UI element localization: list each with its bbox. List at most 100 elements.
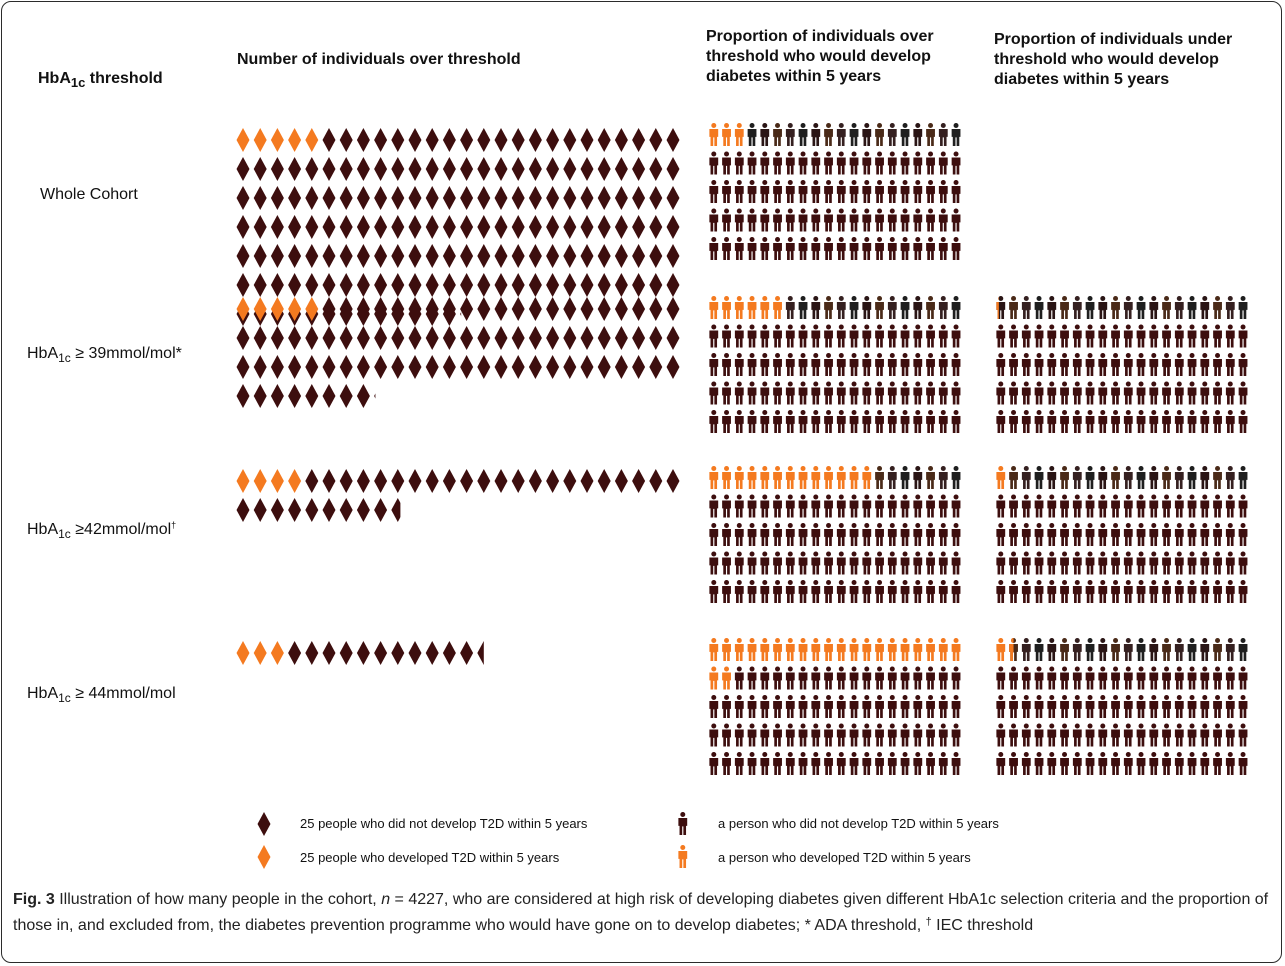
under-person-not-developed-icon: [1136, 523, 1146, 546]
under-person-not-developed-icon: [1047, 324, 1057, 348]
over-person-not-developed-icon: [811, 381, 821, 405]
over-person-not-developed-icon: [875, 551, 884, 575]
over-person-not-developed-icon: [709, 551, 719, 575]
over-person-developed-icon: [747, 466, 757, 489]
under-person-not-developed-icon: [1009, 410, 1018, 433]
over-person-not-developed-icon: [887, 466, 897, 489]
diamond-not-developed-icon: [614, 186, 628, 210]
over-person-not-developed-icon: [709, 353, 719, 376]
under-person-not-developed-icon: [1238, 638, 1248, 661]
diamond-not-developed-icon: [322, 469, 336, 493]
under-person-not-developed-icon: [1213, 410, 1222, 433]
diamond-not-developed-icon: [597, 128, 611, 152]
under-person-not-developed-icon: [1021, 638, 1031, 661]
diamond-not-developed-icon: [356, 297, 370, 321]
under-person-not-developed-icon: [1085, 551, 1095, 575]
over-person-not-developed-icon: [773, 580, 782, 603]
under-person-not-developed-icon: [1047, 353, 1057, 376]
diamond-not-developed-icon: [511, 326, 525, 350]
over-person-not-developed-icon: [722, 237, 731, 260]
over-person-not-developed-icon: [875, 353, 884, 376]
over-person-not-developed-icon: [798, 296, 808, 319]
under-person-not-developed-icon: [1162, 723, 1171, 747]
diamond-not-developed-icon: [649, 273, 663, 297]
over-person-not-developed-icon: [824, 296, 833, 319]
over-person-not-developed-icon: [760, 752, 770, 775]
caption-text-1: Illustration of how many people in the c…: [54, 891, 382, 908]
diamond-not-developed-icon: [236, 384, 250, 408]
over-person-not-developed-icon: [938, 381, 948, 405]
over-person-not-developed-icon: [862, 381, 872, 405]
under-person-not-developed-icon: [1200, 752, 1210, 775]
over-person-not-developed-icon: [913, 695, 923, 718]
over-person-developed-icon: [785, 638, 795, 661]
over-person-not-developed-icon: [951, 523, 961, 546]
under-person-not-developed-icon: [1098, 638, 1108, 661]
over-person-not-developed-icon: [951, 410, 961, 433]
over-person-not-developed-icon: [938, 296, 948, 319]
under-person-not-developed-icon: [1111, 695, 1120, 718]
over-person-not-developed-icon: [849, 381, 859, 405]
under-person-not-developed-icon: [1200, 353, 1210, 376]
under-person-not-developed-icon: [1174, 410, 1184, 433]
over-person-not-developed-icon: [951, 237, 961, 260]
diamond-not-developed-icon: [442, 469, 456, 493]
over-person-not-developed-icon: [951, 752, 961, 775]
diamond-not-developed-icon: [391, 215, 405, 239]
under-person-not-developed-icon: [1060, 723, 1069, 747]
diamond-not-developed-icon: [442, 186, 456, 210]
over-person-not-developed-icon: [938, 695, 948, 718]
diamond-not-developed-icon: [477, 355, 491, 379]
under-person-not-developed-icon: [1200, 695, 1210, 718]
diamond-not-developed-icon: [563, 469, 577, 493]
under-person-not-developed-icon: [1047, 410, 1057, 433]
over-person-not-developed-icon: [798, 666, 808, 690]
under-person-not-developed-icon: [1162, 523, 1171, 546]
under-person-not-developed-icon: [1225, 353, 1235, 376]
over-person-not-developed-icon: [785, 410, 795, 433]
under-person-not-developed-icon: [1200, 723, 1210, 747]
over-person-not-developed-icon: [938, 494, 948, 518]
diamond-not-developed-icon: [322, 498, 336, 522]
under-person-not-developed-icon: [1149, 695, 1159, 718]
under-person-not-developed-icon: [1174, 666, 1184, 690]
over-person-not-developed-icon: [773, 324, 782, 348]
row-label-rest: ≥ 39mmol/mol*: [70, 345, 182, 362]
under-person-not-developed-icon: [1162, 638, 1171, 661]
diamond-not-developed-icon: [580, 469, 594, 493]
diamond-not-developed-icon: [339, 355, 353, 379]
over-person-not-developed-icon: [875, 523, 884, 546]
diamond-not-developed-icon: [322, 186, 336, 210]
over-person-developed-icon: [734, 466, 744, 489]
under-person-not-developed-icon: [1098, 324, 1108, 348]
over-person-not-developed-icon: [900, 353, 910, 376]
under-person-not-developed-icon: [1047, 666, 1057, 690]
row-label-42: HbA1c ≥42mmol/mol†: [27, 515, 176, 544]
over-person-not-developed-icon: [734, 551, 744, 575]
over-person-not-developed-icon: [913, 410, 923, 433]
diamond-not-developed-icon: [477, 469, 491, 493]
under-person-not-developed-icon: [1200, 324, 1210, 348]
under-person-not-developed-icon: [1238, 296, 1248, 319]
over-person-not-developed-icon: [734, 353, 744, 376]
under-person-not-developed-icon: [1085, 466, 1095, 489]
diamond-not-developed-icon: [322, 384, 336, 408]
under-person-not-developed-icon: [1009, 551, 1018, 575]
under-person-not-developed-icon: [996, 666, 1006, 690]
over-person-not-developed-icon: [875, 695, 884, 718]
diamond-not-developed-icon: [632, 244, 646, 268]
under-person-not-developed-icon: [1187, 666, 1197, 690]
under-person-not-developed-icon: [1213, 580, 1222, 603]
under-person-not-developed-icon: [1047, 381, 1057, 405]
over-person-not-developed-icon: [798, 410, 808, 433]
diamond-not-developed-icon: [460, 186, 474, 210]
under-person-not-developed-icon: [1238, 752, 1248, 775]
diamond-not-developed-icon: [494, 326, 508, 350]
over-person-not-developed-icon: [926, 752, 935, 775]
over-person-developed-icon: [722, 638, 731, 661]
under-person-not-developed-icon: [1034, 353, 1044, 376]
under-person-not-developed-icon: [996, 723, 1006, 747]
under-person-not-developed-icon: [1009, 666, 1018, 690]
under-person-not-developed-icon: [1200, 381, 1210, 405]
over-person-not-developed-icon: [734, 237, 744, 260]
